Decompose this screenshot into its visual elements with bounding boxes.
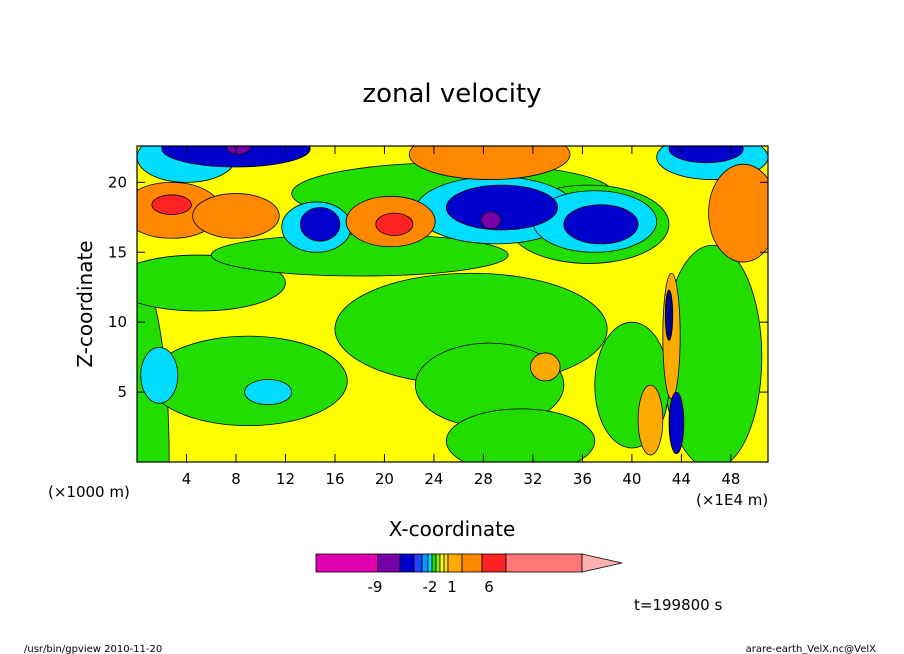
contour-region-21 xyxy=(563,204,639,245)
contour-region-35 xyxy=(637,384,664,456)
x-tick-label: 24 xyxy=(424,470,443,488)
contour-region-12 xyxy=(140,346,179,404)
contour-region-30 xyxy=(708,163,768,263)
contour-region-29 xyxy=(408,146,571,180)
y-tick-label: 5 xyxy=(117,383,127,401)
contour-region-22 xyxy=(161,146,311,168)
colorbar-label-3: 1 xyxy=(447,578,457,596)
y-tick-label: 15 xyxy=(108,243,127,261)
colorbar-segment-12 xyxy=(461,553,483,573)
time-label: t=199800 s xyxy=(634,596,722,614)
x-tick-label: 8 xyxy=(231,470,241,488)
colorbar-segment-10 xyxy=(443,553,449,573)
x-tick-label: 16 xyxy=(325,470,344,488)
contour-region-24 xyxy=(480,211,502,229)
contour-regions xyxy=(137,146,768,462)
contour-region-13 xyxy=(244,379,293,406)
colorbar-segment-6 xyxy=(427,553,433,573)
x-tick-label: 40 xyxy=(622,470,641,488)
contour-region-33 xyxy=(530,352,561,382)
contour-region-34 xyxy=(662,272,681,400)
colorbar-segment-5 xyxy=(421,553,429,573)
contour-region-37 xyxy=(668,391,685,455)
contour-region-32 xyxy=(151,194,192,215)
colorbar-end-triangle xyxy=(581,553,623,573)
x-tick-label: 44 xyxy=(672,470,691,488)
chart-title: zonal velocity xyxy=(362,79,541,109)
x-tick-label: 20 xyxy=(375,470,394,488)
y-tick-label: 20 xyxy=(108,173,127,191)
x-tick-label: 28 xyxy=(474,470,493,488)
contour-region-19 xyxy=(299,207,341,242)
contour-region-2 xyxy=(148,335,348,427)
footer-left: /usr/bin/gpview 2010-11-20 xyxy=(24,644,162,654)
x-tick-label: 4 xyxy=(182,470,192,488)
contour-region-31 xyxy=(375,212,414,236)
colorbar-segment-11 xyxy=(447,553,463,573)
y-axis: 5 10 15 20 xyxy=(108,173,768,401)
colorbar-segment-9 xyxy=(439,553,445,573)
contour-region-36 xyxy=(664,289,674,341)
x-axis: 4 8 12 16 20 24 28 32 36 40 44 48 xyxy=(182,146,740,488)
x-tick-label: 36 xyxy=(573,470,592,488)
x-tick-label: 32 xyxy=(523,470,542,488)
contour-region-5 xyxy=(445,408,596,462)
colorbar-segment-2 xyxy=(377,553,401,573)
colorbar-segment-13 xyxy=(481,553,507,573)
colorbar-segment-7 xyxy=(431,553,437,573)
contour-region-27 xyxy=(192,193,280,239)
colorbar-segment-3 xyxy=(399,553,415,573)
colorbar-segment-14 xyxy=(505,553,583,573)
colorbar-label-4: 6 xyxy=(484,578,494,596)
x-tick-label: 12 xyxy=(276,470,295,488)
colorbar-segment-4 xyxy=(413,553,423,573)
x-tick-label: 48 xyxy=(721,470,740,488)
colorbar-label-1: -9 xyxy=(368,578,383,596)
footer-right: arare-earth_VelX.nc@VelX xyxy=(746,644,877,654)
colorbar xyxy=(315,553,623,573)
x-unit-right: (×1E4 m) xyxy=(696,491,768,509)
x-axis-label: X-coordinate xyxy=(389,517,516,541)
y-tick-label: 10 xyxy=(108,313,127,331)
contour-region-20 xyxy=(445,184,559,231)
colorbar-segment-1 xyxy=(315,553,379,573)
contour-region-23 xyxy=(668,146,744,164)
x-unit-left: (×1000 m) xyxy=(48,483,130,501)
colorbar-label-2: -2 xyxy=(423,578,438,596)
y-axis-label: Z-coordinate xyxy=(73,240,97,367)
colorbar-segment-8 xyxy=(435,553,441,573)
plot-frame xyxy=(136,145,769,463)
plot-area xyxy=(137,146,768,462)
